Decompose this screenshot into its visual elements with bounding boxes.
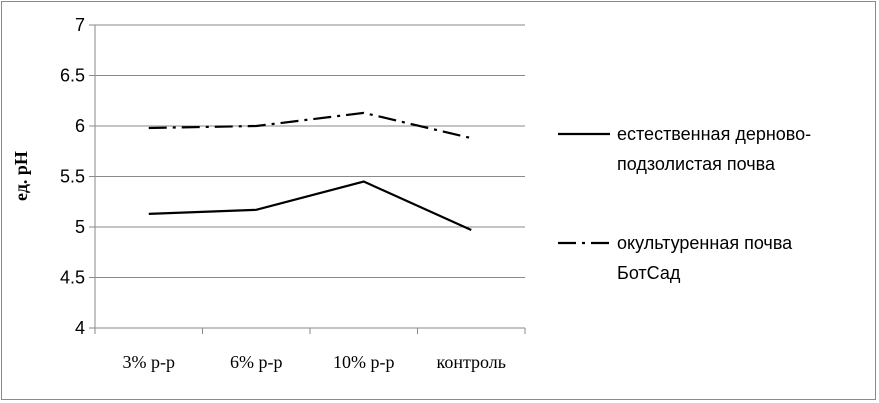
legend-label-1: естественная дерново- xyxy=(617,124,811,144)
y-tick-label: 6.5 xyxy=(60,66,85,86)
y-axis-ticks: 4 4.5 5 5.5 6 6.5 7 xyxy=(60,15,95,338)
x-tick-label: 10% р-р xyxy=(333,352,395,372)
grid-lines xyxy=(95,24,525,329)
y-tick-label: 4 xyxy=(75,318,85,338)
y-tick-label: 5.5 xyxy=(60,167,85,187)
series-line-1 xyxy=(148,180,472,232)
y-tick-label: 4.5 xyxy=(60,268,85,288)
y-tick-label: 7 xyxy=(75,15,85,35)
x-tick-label: контроль xyxy=(436,352,506,372)
y-tick-label: 6 xyxy=(75,116,85,136)
legend: естественная дерново-подзолистая почва ок… xyxy=(558,124,811,283)
y-axis-label: ед. pH xyxy=(11,151,31,201)
legend-label-2: БотСад xyxy=(617,263,681,283)
x-tick-label: 3% р-р xyxy=(123,352,176,372)
x-tick-label: 6% р-р xyxy=(230,352,283,372)
x-axis: 3% р-р 6% р-р 10% р-р контроль xyxy=(94,25,526,372)
legend-label-1: подзолистая почва xyxy=(617,154,776,174)
series-lines xyxy=(148,111,472,232)
legend-label-2: окультуренная почва xyxy=(617,233,793,253)
y-tick-label: 5 xyxy=(75,217,85,237)
series-line-2 xyxy=(148,111,472,140)
